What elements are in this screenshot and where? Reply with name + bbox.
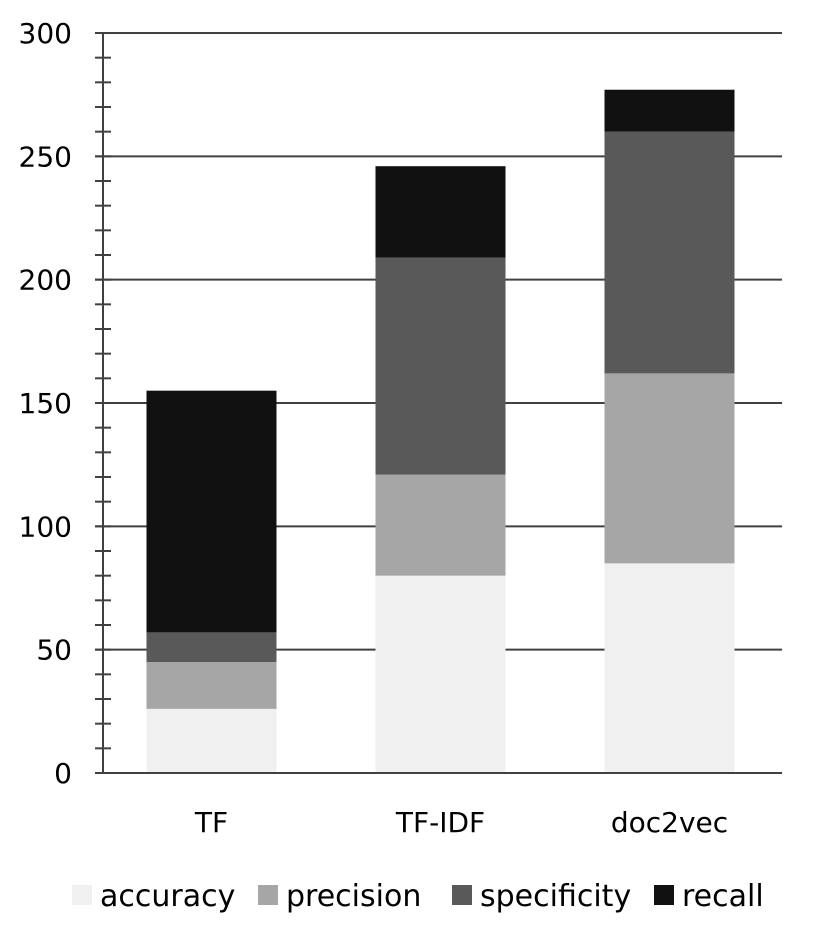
y-tick-label: 100 (19, 510, 72, 543)
bar-segment-accuracy (375, 575, 506, 773)
legend-label: specificity (480, 879, 631, 914)
bar-segment-precision (604, 373, 735, 564)
legend-label: recall (682, 879, 764, 914)
y-tick-label: 150 (19, 387, 72, 420)
bar-segment-precision (375, 474, 506, 576)
y-tick-labels: 0 50 100 150 200 250 300 (19, 17, 72, 790)
bars (146, 89, 735, 773)
legend-label: accuracy (100, 879, 235, 914)
legend-swatch-accuracy (72, 885, 92, 905)
bar-segment-accuracy (146, 708, 277, 773)
bar-segment-recall (375, 166, 506, 258)
bar-segment-recall (604, 89, 735, 132)
bar-segment-specificity (375, 257, 506, 475)
y-tick-label: 250 (19, 140, 72, 173)
x-tick-label: TF-IDF (395, 806, 485, 839)
y-axis (95, 32, 782, 774)
bar-segment-precision (146, 662, 277, 709)
y-tick-label: 0 (54, 757, 72, 790)
bar-segment-specificity (604, 131, 735, 374)
x-tick-labels: TF TF-IDF doc2vec (194, 806, 728, 839)
legend-swatch-specificity (452, 885, 472, 905)
bar-segment-specificity (146, 632, 277, 662)
x-tick-label: doc2vec (611, 806, 728, 839)
legend: accuracy precision specificity recall (72, 879, 764, 914)
legend-swatch-precision (258, 885, 278, 905)
y-tick-label: 200 (19, 264, 72, 297)
legend-swatch-recall (654, 885, 674, 905)
y-tick-label: 50 (36, 634, 72, 667)
x-tick-label: TF (194, 806, 228, 839)
y-tick-label: 300 (19, 17, 72, 50)
legend-label: precision (286, 879, 421, 914)
bar-segment-accuracy (604, 563, 735, 773)
bar-segment-recall (146, 390, 277, 633)
